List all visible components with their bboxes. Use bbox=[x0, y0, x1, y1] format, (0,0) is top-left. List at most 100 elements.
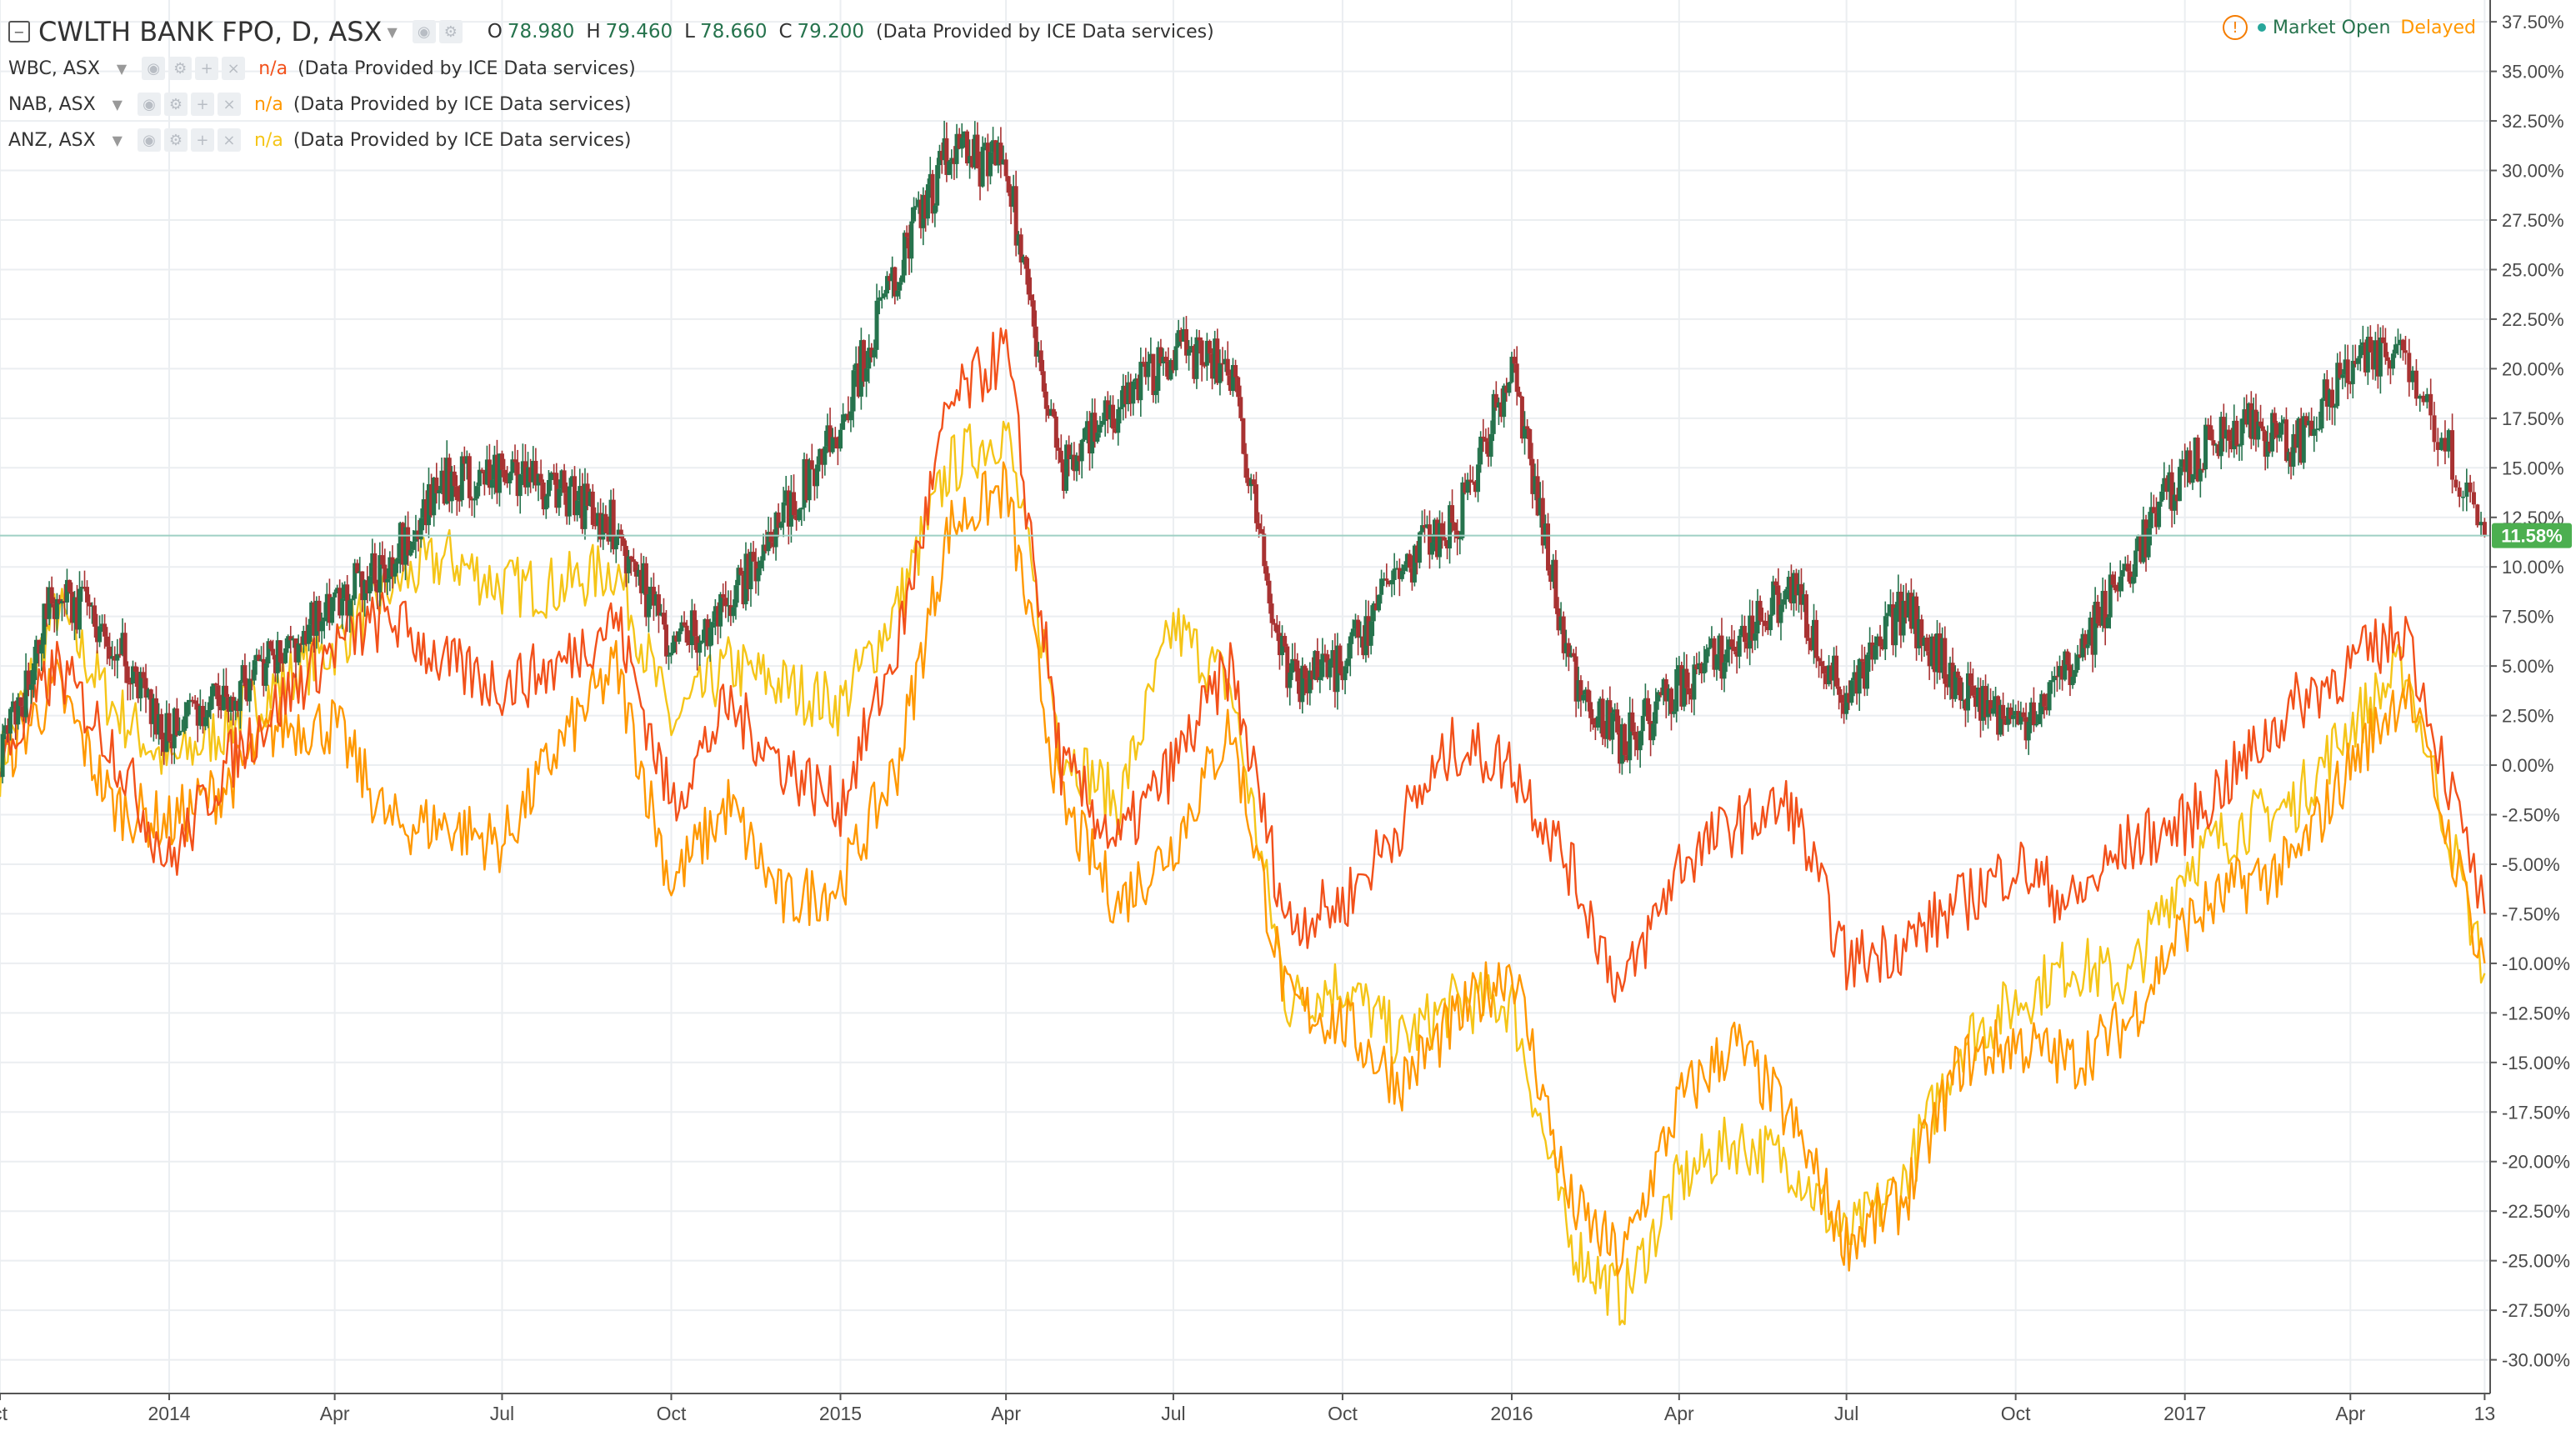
candle-body bbox=[333, 592, 338, 598]
main-symbol[interactable]: CWLTH BANK FPO, D, ASX bbox=[38, 16, 383, 48]
chevron-down-icon[interactable]: ▼ bbox=[116, 60, 128, 77]
settings-icon[interactable]: ⚙ bbox=[438, 20, 463, 43]
chevron-down-icon[interactable]: ▼ bbox=[387, 23, 398, 40]
candle-body bbox=[2125, 563, 2130, 572]
candle-body bbox=[1755, 600, 1760, 634]
settings-icon[interactable]: ⚙ bbox=[163, 128, 188, 152]
series-controls: ◉ ⚙ + × bbox=[137, 128, 241, 152]
candle-body bbox=[1623, 723, 1628, 756]
candle-body bbox=[408, 549, 413, 556]
close-icon[interactable]: × bbox=[217, 128, 241, 152]
candle-body bbox=[778, 523, 783, 528]
close-icon[interactable]: × bbox=[217, 93, 241, 116]
candle-body bbox=[1844, 693, 1849, 714]
candle-body bbox=[2167, 472, 2172, 493]
candle-body bbox=[183, 716, 188, 731]
candle-body bbox=[900, 275, 905, 283]
candle-body bbox=[2031, 702, 2036, 726]
visibility-icon[interactable]: ◉ bbox=[137, 128, 161, 152]
candle-body bbox=[703, 618, 708, 641]
candle-body bbox=[869, 348, 874, 358]
candle-body bbox=[159, 713, 164, 740]
chevron-down-icon[interactable]: ▼ bbox=[112, 96, 123, 113]
candle-body bbox=[1225, 358, 1230, 376]
candle-body bbox=[2218, 417, 2223, 457]
candle-body bbox=[618, 529, 623, 538]
chevron-down-icon[interactable]: ▼ bbox=[112, 132, 123, 148]
collapse-icon[interactable]: − bbox=[8, 21, 30, 43]
candle-body bbox=[1953, 671, 1958, 699]
candle-body bbox=[57, 598, 62, 603]
candle-body bbox=[1335, 645, 1340, 693]
compare-symbol[interactable]: WBC, ASX bbox=[8, 58, 100, 79]
candle-body bbox=[1445, 540, 1450, 549]
add-icon[interactable]: + bbox=[190, 93, 214, 116]
candle-body bbox=[200, 706, 205, 727]
candle-body bbox=[447, 458, 452, 502]
compare-symbol[interactable]: ANZ, ASX bbox=[8, 129, 96, 151]
add-icon[interactable]: + bbox=[190, 128, 214, 152]
candle-body bbox=[1593, 724, 1598, 728]
candle-body bbox=[651, 587, 656, 606]
candle-body bbox=[1161, 357, 1166, 363]
x-tick-label: 2014 bbox=[148, 1403, 190, 1424]
candle-body bbox=[2068, 664, 2073, 686]
candle-body bbox=[1067, 444, 1072, 460]
add-icon[interactable]: + bbox=[195, 57, 219, 80]
candle-body bbox=[925, 184, 930, 219]
candle-body bbox=[62, 601, 67, 603]
candle-body bbox=[954, 133, 959, 164]
candle-body bbox=[1663, 678, 1668, 702]
candle-body bbox=[1525, 426, 1530, 430]
visibility-icon[interactable]: ◉ bbox=[137, 93, 161, 116]
candle-body bbox=[2268, 441, 2273, 452]
candle-body bbox=[1100, 421, 1105, 425]
candle-body bbox=[937, 151, 942, 166]
candle-body bbox=[2418, 395, 2423, 399]
visibility-icon[interactable]: ◉ bbox=[412, 20, 436, 43]
candle-body bbox=[83, 587, 88, 588]
warning-icon[interactable]: ! bbox=[2223, 15, 2248, 40]
candle-body bbox=[1613, 709, 1618, 713]
settings-icon[interactable]: ⚙ bbox=[163, 93, 188, 116]
candle-body bbox=[2435, 442, 2440, 450]
close-icon[interactable]: × bbox=[222, 57, 246, 80]
y-tick-label: -2.50% bbox=[2502, 805, 2560, 826]
candle-body bbox=[567, 486, 572, 517]
compare-symbol[interactable]: NAB, ASX bbox=[8, 93, 96, 115]
visibility-icon[interactable]: ◉ bbox=[142, 57, 166, 80]
candle-body bbox=[1176, 330, 1181, 347]
settings-icon[interactable]: ⚙ bbox=[168, 57, 193, 80]
candle-body bbox=[185, 702, 190, 717]
delayed-label[interactable]: Delayed bbox=[2400, 17, 2476, 38]
candle-body bbox=[2314, 428, 2319, 431]
candle-body bbox=[1595, 716, 1600, 728]
candle-body bbox=[643, 563, 648, 618]
candle-body bbox=[8, 708, 13, 734]
candle-body bbox=[2208, 425, 2213, 441]
candle-body bbox=[1116, 409, 1121, 433]
candle-body bbox=[947, 161, 952, 175]
candle-body bbox=[1290, 658, 1295, 673]
candle-body bbox=[52, 603, 57, 619]
candle-body bbox=[736, 568, 741, 586]
candle-body bbox=[2001, 704, 2006, 719]
candle-body bbox=[2049, 680, 2054, 683]
candle-body bbox=[2350, 360, 2355, 384]
candle-body bbox=[0, 733, 5, 778]
candle-body bbox=[2078, 654, 2083, 658]
candle-body bbox=[679, 622, 684, 632]
candle-body bbox=[1732, 646, 1737, 652]
candle-body bbox=[398, 523, 403, 558]
candle-body bbox=[494, 454, 499, 493]
candle-body bbox=[1859, 658, 1864, 662]
candle-body bbox=[2008, 707, 2013, 719]
candle-body bbox=[307, 624, 312, 644]
candle-body bbox=[1832, 655, 1837, 681]
candle-body bbox=[923, 194, 928, 219]
candle-body bbox=[1318, 677, 1323, 680]
candle-body bbox=[964, 131, 969, 164]
candle-body bbox=[705, 618, 710, 647]
candle-body bbox=[738, 568, 743, 575]
candle-body bbox=[2274, 423, 2279, 438]
